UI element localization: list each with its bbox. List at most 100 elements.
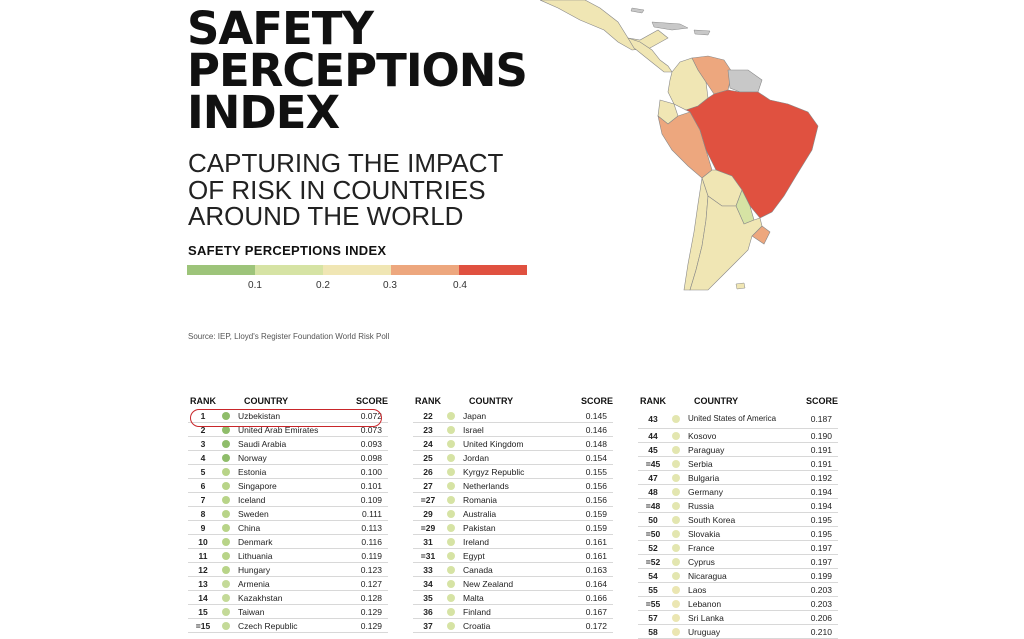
row-rank: 34: [423, 578, 433, 589]
table-row: 48 Germany 0.194: [638, 485, 838, 499]
table-row: 35 Malta 0.166: [413, 591, 613, 605]
table-row: 5 Estonia 0.100: [188, 465, 388, 479]
table-row: =45 Serbia 0.191: [638, 457, 838, 471]
score-dot: [222, 509, 230, 518]
row-score: 0.166: [585, 592, 607, 603]
row-score: 0.145: [585, 410, 607, 421]
table-row: 3 Saudi Arabia 0.093: [188, 437, 388, 451]
score-dot: [222, 607, 230, 616]
score-dot: [222, 425, 230, 434]
row-country: Sweden: [238, 508, 269, 519]
row-country: Bulgaria: [688, 472, 720, 483]
header-rank: RANK: [190, 396, 216, 406]
table-row: =29 Pakistan 0.159: [413, 521, 613, 535]
row-country: Saudi Arabia: [238, 438, 287, 449]
score-dot: [672, 473, 680, 482]
table-row: 57 Sri Lanka 0.206: [638, 611, 838, 625]
row-rank: 29: [423, 508, 433, 519]
table-row: =50 Slovakia 0.195: [638, 527, 838, 541]
south-america-map: [540, 0, 819, 291]
row-country: China: [238, 522, 261, 533]
score-dot: [447, 579, 455, 588]
row-country: Taiwan: [238, 606, 265, 617]
row-score: 0.194: [810, 500, 832, 511]
table-row: 33 Canada 0.163: [413, 563, 613, 577]
row-rank: 55: [648, 584, 658, 595]
row-rank: 36: [423, 606, 433, 617]
row-country: Hungary: [238, 564, 271, 575]
table-row: 47 Bulgaria 0.192: [638, 471, 838, 485]
row-country: Cyprus: [688, 556, 715, 567]
row-rank: 11: [198, 550, 208, 561]
table-row: 31 Ireland 0.161: [413, 535, 613, 549]
row-score: 0.195: [810, 514, 832, 525]
row-score: 0.111: [361, 508, 382, 519]
score-dot: [222, 481, 230, 490]
region-argentina: [689, 195, 763, 291]
legend-swatch: [391, 265, 459, 275]
legend-tick: 0.1: [248, 280, 262, 291]
subtitle-line: AROUND THE WORLD: [188, 201, 464, 231]
score-dot: [222, 551, 230, 560]
header-score: SCORE: [580, 396, 613, 406]
score-dot: [672, 414, 680, 423]
table-row: 22 Japan 0.145: [413, 409, 613, 423]
region-mexico: [540, 0, 669, 51]
rank-table-3: RANK COUNTRY SCORE 43 United States of Ameri…: [638, 393, 838, 639]
score-dot: [672, 599, 680, 608]
row-rank: 24: [423, 438, 433, 449]
row-country: Denmark: [238, 536, 273, 547]
row-rank: =29: [420, 522, 436, 533]
table-row: 55 Laos 0.203: [638, 583, 838, 597]
score-dot: [222, 453, 230, 462]
table-row: 6 Singapore 0.101: [188, 479, 388, 493]
score-dot: [672, 543, 680, 552]
table-row: 54 Nicaragua 0.199: [638, 569, 838, 583]
legend-tick: 0.3: [383, 280, 397, 291]
header-rank: RANK: [640, 396, 666, 406]
row-score: 0.113: [361, 522, 382, 533]
row-rank: 10: [198, 536, 208, 547]
row-score: 0.167: [585, 606, 607, 617]
row-country: United Kingdom: [463, 438, 524, 449]
row-score: 0.164: [585, 578, 607, 589]
row-rank: 33: [423, 564, 433, 575]
score-dot: [222, 411, 230, 420]
row-score: 0.190: [810, 430, 832, 441]
row-score: 0.161: [585, 536, 607, 547]
header-country: COUNTRY: [244, 396, 289, 406]
table-row: 44 Kosovo 0.190: [638, 429, 838, 443]
row-country: Israel: [463, 424, 484, 435]
table-row: =55 Lebanon 0.203: [638, 597, 838, 611]
row-rank: =45: [645, 458, 661, 469]
score-dot: [447, 523, 455, 532]
table-row: =15 Czech Republic 0.129: [188, 619, 388, 633]
table-row: 2 United Arab Emirates 0.073: [188, 423, 388, 437]
legend-title: SAFETY PERCEPTIONS INDEX: [188, 243, 387, 258]
row-country: Kosovo: [688, 430, 717, 441]
row-score: 0.129: [360, 606, 382, 617]
row-score: 0.161: [585, 550, 607, 561]
table-row: 43 United States of America 0.187: [638, 409, 838, 429]
table-header: RANK COUNTRY SCORE: [413, 393, 613, 409]
row-rank: 50: [648, 514, 658, 525]
row-country: Australia: [463, 508, 497, 519]
row-score: 0.156: [585, 494, 607, 505]
row-rank: 27: [423, 480, 433, 491]
row-score: 0.159: [585, 508, 607, 519]
row-score: 0.206: [810, 612, 832, 623]
row-score: 0.163: [585, 564, 607, 575]
score-dot: [672, 585, 680, 594]
row-score: 0.073: [360, 424, 382, 435]
row-score: 0.197: [810, 556, 832, 567]
row-country: Singapore: [238, 480, 277, 491]
row-country: United States of America: [688, 414, 777, 423]
row-rank: 3: [200, 438, 206, 449]
table-row: 7 Iceland 0.109: [188, 493, 388, 507]
row-country: Germany: [688, 486, 723, 497]
legend-swatch: [323, 265, 391, 275]
subtitle-line: CAPTURING THE IMPACT: [188, 148, 504, 178]
row-country: Slovakia: [688, 528, 721, 539]
row-rank: =55: [645, 598, 661, 609]
region-caribbean: [693, 29, 711, 36]
